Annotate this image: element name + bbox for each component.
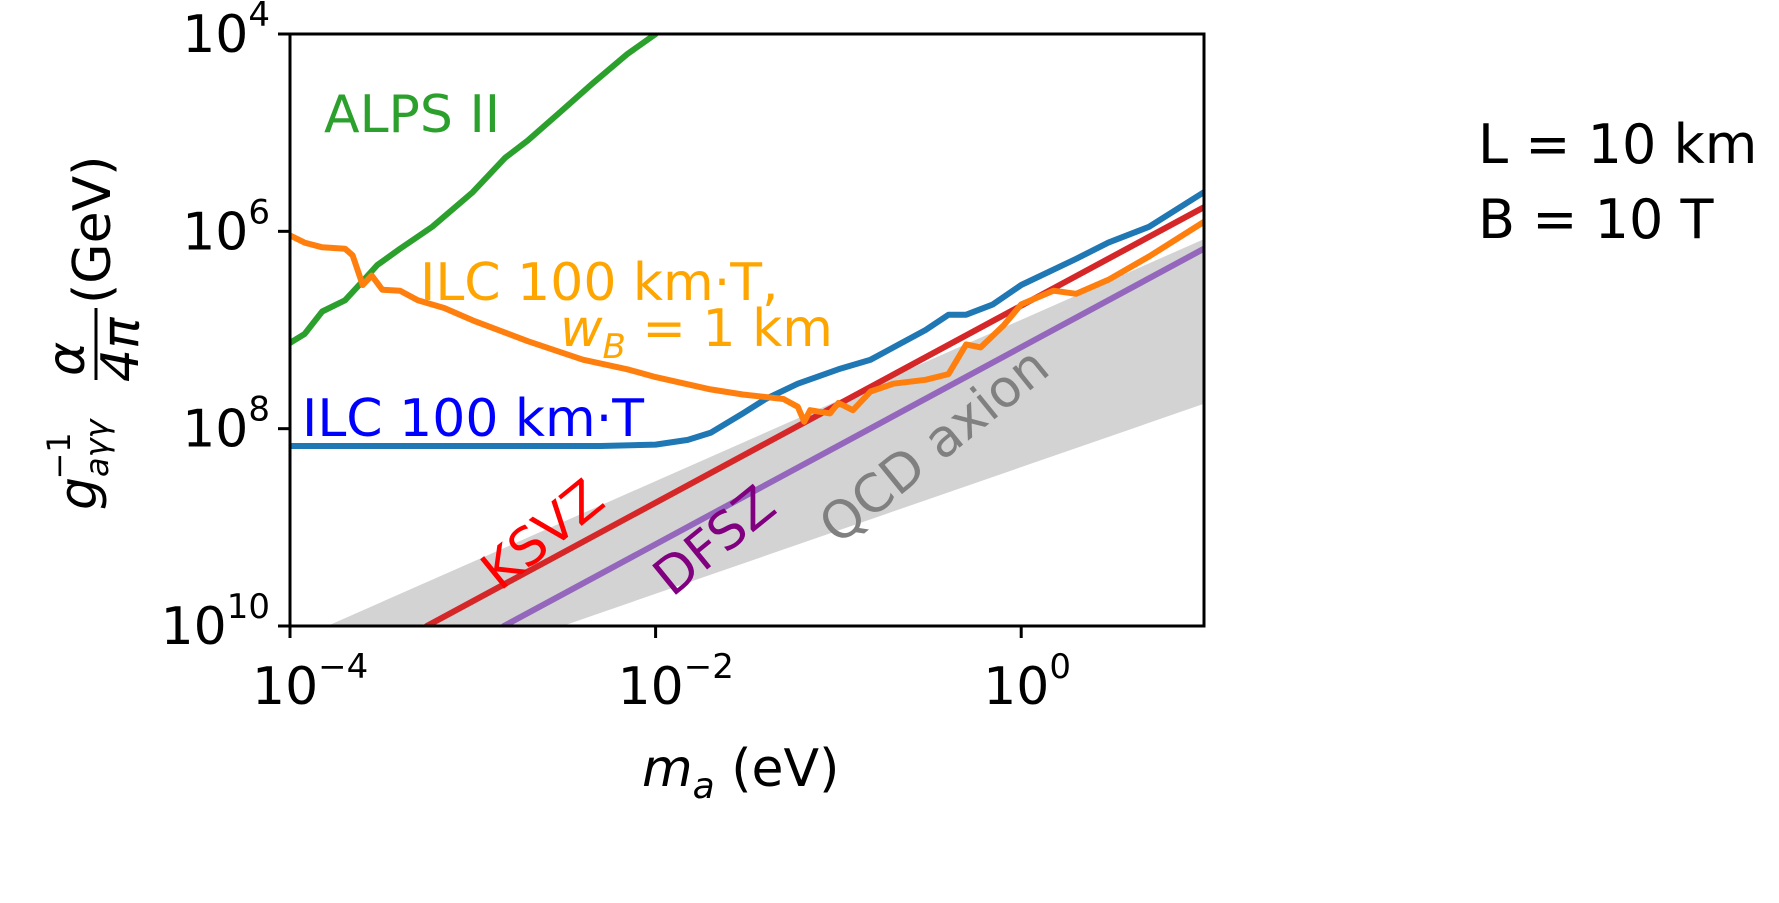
y-tick-base: 10: [182, 5, 248, 65]
y-label-exp: −1: [40, 432, 78, 479]
y-label-alpha: α: [37, 342, 97, 376]
alps-ii-line: [290, 34, 659, 346]
y-tick-exp: 10: [227, 587, 270, 627]
x-label-sub: a: [693, 766, 715, 807]
label-ilc: ILC 100 km·T: [302, 389, 644, 449]
y-tick-exp: 8: [248, 390, 270, 430]
y-tick-base: 10: [182, 400, 248, 460]
x-tick-base: 10: [618, 657, 684, 717]
y-label-sub: aγγ: [78, 417, 116, 477]
y-tick-label: 108: [182, 390, 270, 460]
x-tick-exp: 0: [1049, 647, 1071, 687]
x-tick-label: 10−2: [618, 647, 734, 717]
x-tick-exp: −4: [318, 647, 368, 687]
svg-text:gaγγ−1: gaγγ−1: [40, 417, 116, 510]
dfsz-line: [500, 245, 1204, 626]
ilc-line: [290, 189, 1204, 449]
y-tick-label: 106: [182, 192, 270, 262]
series-layer: [290, 34, 1204, 626]
x-tick-label: 100: [983, 647, 1071, 717]
x-tick-base: 10: [252, 657, 318, 717]
y-tick-base: 10: [182, 202, 248, 262]
y-label-unit: (GeV): [63, 156, 123, 304]
y-tick-exp: 4: [248, 0, 270, 35]
x-label-unit: (eV): [715, 739, 840, 799]
x-axis-label: ma (eV): [642, 739, 839, 807]
label-ilc-wb-w: w: [560, 299, 603, 359]
qcd-axion-band-layer: [327, 239, 1204, 626]
qcd-axion-band: [327, 239, 1204, 626]
length-note: L = 10 km: [1478, 113, 1758, 176]
label-ilc-wb-rest: = 1 km: [626, 299, 833, 359]
x-label-m: m: [642, 739, 693, 799]
y-tick-label: 1010: [161, 587, 270, 657]
ksvz-line: [423, 204, 1204, 626]
x-tick-exp: −2: [684, 647, 734, 687]
label-ilc-wb-sub: B: [603, 327, 626, 367]
label-alps-ii: ALPS II: [324, 85, 500, 145]
x-tick-base: 10: [983, 657, 1049, 717]
y-axis-label: gaγγ−1 α 4π (GeV): [37, 156, 151, 510]
y-label-4pi: 4π: [91, 317, 151, 382]
field-note: B = 10 T: [1478, 188, 1714, 251]
y-label-g: g: [49, 477, 109, 510]
ilc-wb-line: [290, 218, 1204, 425]
label-ilc-wb-line1: ILC 100 km·T,: [420, 253, 779, 313]
y-tick-exp: 6: [248, 192, 270, 232]
x-tick-label: 10−4: [252, 647, 368, 717]
y-tick-label: 104: [182, 0, 270, 65]
label-ilc-wb-line2: wB = 1 km: [560, 299, 833, 367]
plot-area: [290, 34, 1204, 626]
y-tick-base: 10: [161, 597, 227, 657]
axes-frame: [288, 32, 1206, 628]
